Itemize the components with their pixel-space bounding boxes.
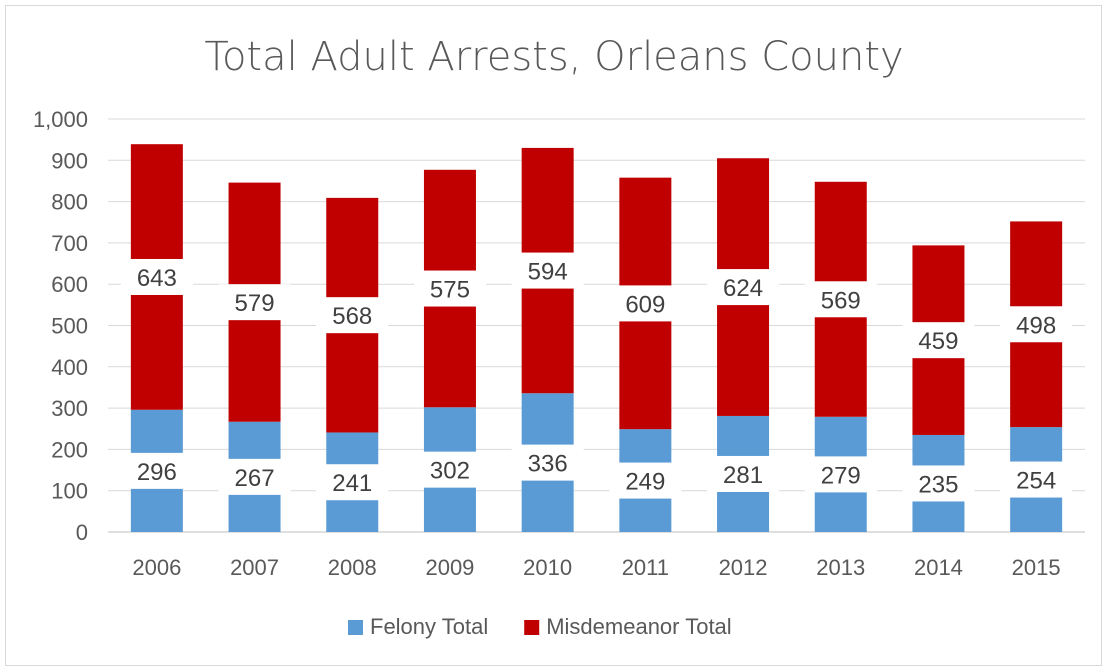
felony-label-bg xyxy=(804,456,877,493)
misdemeanor-label-bg xyxy=(804,281,877,318)
misdemeanor-label-bg xyxy=(707,269,780,306)
misdemeanor-data-label: 568 xyxy=(332,303,372,330)
y-tick-label: 900 xyxy=(51,148,88,173)
x-tick-label: 2006 xyxy=(132,555,181,580)
misdemeanor-data-label: 575 xyxy=(430,277,470,304)
x-tick-label: 2009 xyxy=(425,555,474,580)
y-tick-label: 200 xyxy=(51,437,88,462)
felony-data-label: 249 xyxy=(625,469,665,496)
felony-data-label: 267 xyxy=(235,465,275,492)
misdemeanor-label-bg xyxy=(511,252,584,289)
misdemeanor-label-bg xyxy=(120,258,193,295)
misdemeanor-data-label: 624 xyxy=(723,275,763,302)
felony-label-bg xyxy=(316,464,389,501)
felony-label-bg xyxy=(707,455,780,492)
felony-label-bg xyxy=(609,462,682,499)
x-tick-label: 2013 xyxy=(816,555,865,580)
felony-data-label: 296 xyxy=(137,459,177,486)
x-tick-label: 2014 xyxy=(914,555,963,580)
y-tick-label: 600 xyxy=(51,272,88,297)
felony-label-bg xyxy=(120,452,193,489)
y-tick-label: 0 xyxy=(76,520,88,545)
misdemeanor-data-label: 609 xyxy=(625,291,665,318)
felony-legend-label: Felony Total xyxy=(370,614,488,639)
x-tick-label: 2008 xyxy=(328,555,377,580)
felony-label-bg xyxy=(511,444,584,481)
felony-legend-swatch xyxy=(348,620,363,635)
felony-label-bg xyxy=(902,465,975,502)
chart-title: Total Adult Arrests, Orleans County xyxy=(204,34,903,80)
legend: Felony Total Misdemeanor Total xyxy=(348,614,732,639)
misdemeanor-legend-label: Misdemeanor Total xyxy=(546,614,731,639)
felony-data-label: 279 xyxy=(821,462,861,489)
y-tick-label: 100 xyxy=(51,479,88,504)
misdemeanor-label-bg xyxy=(413,270,486,307)
felony-label-bg xyxy=(413,451,486,488)
misdemeanor-label-bg xyxy=(218,284,291,321)
x-tick-label: 2012 xyxy=(719,555,768,580)
misdemeanor-label-bg xyxy=(1000,306,1073,343)
x-tick-label: 2007 xyxy=(230,555,279,580)
felony-data-label: 281 xyxy=(723,462,763,489)
x-axis: 2006 2007 2008 2009 2010 2011 2012 2013 2014 2015 xyxy=(132,555,1060,580)
misdemeanor-legend-swatch xyxy=(524,620,540,635)
felony-label-bg xyxy=(218,458,291,495)
misdemeanor-data-label: 459 xyxy=(918,328,958,355)
misdemeanor-data-label: 569 xyxy=(821,287,861,314)
x-tick-label: 2010 xyxy=(523,555,572,580)
y-tick-label: 500 xyxy=(51,314,88,339)
misdemeanor-label-bg xyxy=(609,285,682,322)
felony-label-bg xyxy=(1000,461,1073,498)
misdemeanor-label-bg xyxy=(316,297,389,334)
y-tick-label: 400 xyxy=(51,355,88,380)
misdemeanor-data-label: 579 xyxy=(235,290,275,317)
y-tick-label: 300 xyxy=(51,396,88,421)
felony-data-label: 254 xyxy=(1016,468,1056,495)
felony-data-label: 336 xyxy=(528,451,568,478)
data-labels: 296 643 267 579 241 568 302 575 336 594 249 609 281 6… xyxy=(120,252,1073,502)
misdemeanor-label-bg xyxy=(902,322,975,359)
felony-data-label: 241 xyxy=(332,470,372,497)
y-tick-label: 700 xyxy=(51,231,88,256)
y-tick-label: 800 xyxy=(51,190,88,215)
felony-data-label: 302 xyxy=(430,458,470,485)
misdemeanor-data-label: 643 xyxy=(137,265,177,292)
misdemeanor-data-label: 498 xyxy=(1016,312,1056,339)
misdemeanor-data-label: 594 xyxy=(528,259,568,286)
y-axis: 0 100 200 300 400 500 600 700 800 900 1,000 xyxy=(33,107,88,545)
y-tick-label: 1,000 xyxy=(33,107,88,132)
x-tick-label: 2015 xyxy=(1012,555,1061,580)
felony-data-label: 235 xyxy=(918,471,958,498)
x-tick-label: 2011 xyxy=(622,555,669,580)
